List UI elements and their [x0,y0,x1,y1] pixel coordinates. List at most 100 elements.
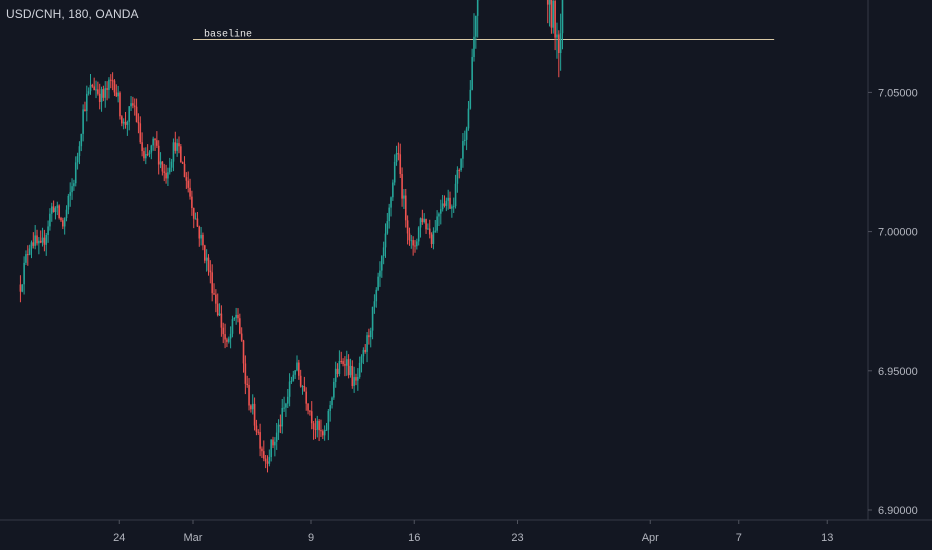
candle[interactable] [168,157,171,175]
candle[interactable] [412,236,414,256]
candle[interactable] [447,189,449,210]
candle[interactable] [239,313,241,335]
candle[interactable] [371,306,374,340]
candle[interactable] [121,115,123,127]
candle[interactable] [275,422,278,450]
candle[interactable] [364,344,367,354]
candle[interactable] [89,74,92,95]
candle[interactable] [95,80,97,99]
candle[interactable] [421,209,424,225]
candle[interactable] [259,423,261,457]
candle[interactable] [111,72,114,91]
candle[interactable] [231,315,234,338]
candle[interactable] [467,100,470,131]
candle[interactable] [310,401,313,430]
candle[interactable] [416,238,418,250]
candle[interactable] [397,142,400,161]
candle[interactable] [307,403,309,415]
candle[interactable] [322,429,324,440]
candle[interactable] [375,287,378,308]
candle[interactable] [294,370,296,379]
candle[interactable] [189,178,191,200]
candle[interactable] [176,138,178,157]
candle[interactable] [325,422,328,431]
candle[interactable] [60,216,62,222]
candle[interactable] [159,152,162,169]
candle[interactable] [196,211,199,228]
candle[interactable] [546,0,549,24]
candle[interactable] [329,400,331,422]
candle[interactable] [255,419,258,436]
candle[interactable] [69,182,72,207]
candle[interactable] [71,178,73,200]
candle[interactable] [390,196,392,217]
candle[interactable] [58,204,60,220]
candle[interactable] [185,172,188,189]
candle[interactable] [357,368,359,391]
candle[interactable] [145,147,147,165]
candle[interactable] [463,130,466,146]
candle[interactable] [469,80,472,110]
candle[interactable] [475,15,477,49]
candle[interactable] [133,98,136,116]
candle[interactable] [56,201,59,216]
candle[interactable] [240,327,243,342]
candle[interactable] [292,370,295,382]
candle[interactable] [156,131,158,148]
candle[interactable] [406,215,409,245]
candle[interactable] [301,385,304,395]
candle[interactable] [473,13,475,62]
candle[interactable] [548,0,551,27]
candle[interactable] [152,136,154,151]
candle[interactable] [425,218,427,234]
candle[interactable] [209,260,212,284]
candle[interactable] [561,0,564,50]
candle[interactable] [43,229,46,252]
candle[interactable] [27,245,29,266]
candle[interactable] [170,158,173,172]
candle[interactable] [63,217,66,235]
candle[interactable] [25,250,27,266]
candle[interactable] [456,166,459,193]
candle[interactable] [102,85,105,102]
candle[interactable] [82,104,84,142]
candle[interactable] [285,402,287,417]
candle[interactable] [128,106,131,131]
candle[interactable] [268,449,271,467]
candle[interactable] [312,420,315,440]
candle[interactable] [288,373,291,407]
candle[interactable] [30,240,33,259]
candle[interactable] [67,193,70,215]
candle[interactable] [443,195,446,208]
candle[interactable] [137,113,140,134]
candle[interactable] [434,219,437,233]
candle[interactable] [124,111,127,129]
candle[interactable] [28,244,31,256]
candle[interactable] [399,143,402,178]
candles[interactable] [19,0,567,473]
candle[interactable] [344,356,346,377]
candle[interactable] [174,131,177,154]
candle[interactable] [264,454,267,469]
candle[interactable] [395,145,398,166]
candle[interactable] [353,366,355,393]
candle[interactable] [460,158,462,172]
candle[interactable] [382,241,385,265]
candle[interactable] [393,154,396,186]
candle[interactable] [338,350,341,377]
candle[interactable] [47,220,49,243]
candle[interactable] [550,0,553,34]
candle[interactable] [216,293,219,317]
candle[interactable] [392,179,394,201]
candle[interactable] [403,189,405,209]
candle[interactable] [52,200,55,213]
candle[interactable] [316,415,319,438]
candle[interactable] [130,96,132,111]
candle[interactable] [135,98,138,123]
candle[interactable] [194,212,197,220]
candle[interactable] [559,13,562,71]
candle[interactable] [417,226,420,246]
candle[interactable] [373,294,376,314]
candle[interactable] [211,264,213,302]
candle[interactable] [274,437,276,457]
